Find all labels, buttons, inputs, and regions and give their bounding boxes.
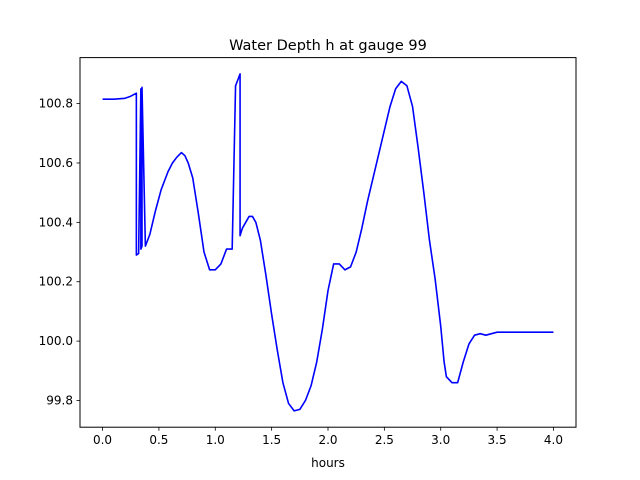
y-axis-ticks: 99.8 100.0 100.2 100.4 100.6 100.8 [39,97,80,407]
x-tick-label: 3.5 [488,433,507,447]
y-tick-label: 100.6 [39,156,73,170]
plot-area [80,57,576,428]
y-tick-label: 99.8 [46,393,73,407]
x-axis-ticks: 0.0 0.5 1.0 1.5 2.0 2.5 3.0 3.5 4.0 [93,427,563,447]
x-tick-label: 1.0 [206,433,225,447]
x-tick-label: 0.0 [93,433,112,447]
y-tick-label: 100.0 [39,334,73,348]
plot-frame [79,57,577,428]
y-tick-label: 100.4 [39,215,73,229]
series-line-0 [102,73,554,412]
x-tick-label: 2.5 [375,433,394,447]
y-tick-label: 100.8 [39,97,73,111]
chart-title: Water Depth h at gauge 99 [229,38,427,54]
x-tick-label: 4.0 [544,433,563,447]
x-tick-label: 0.5 [149,433,168,447]
y-tick-label: 100.2 [39,275,73,289]
x-tick-label: 1.5 [262,433,281,447]
series-layer [102,73,554,412]
x-tick-label: 3.0 [431,433,450,447]
x-axis-label: hours [311,456,345,470]
x-tick-label: 2.0 [318,433,337,447]
